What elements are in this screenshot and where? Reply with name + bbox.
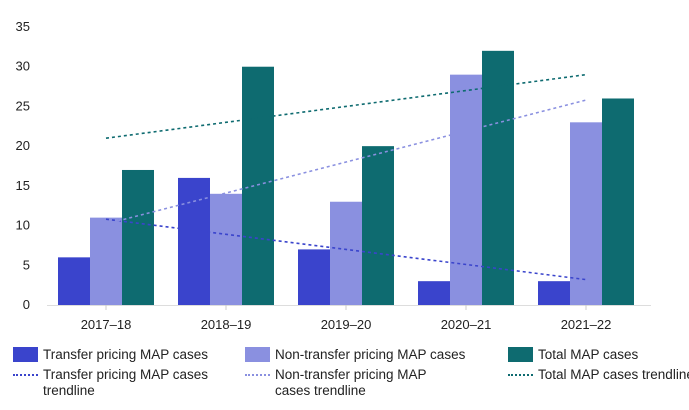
legend-swatch bbox=[13, 347, 38, 362]
bar bbox=[330, 201, 362, 305]
legend-swatch bbox=[508, 347, 533, 362]
bar bbox=[58, 257, 90, 305]
trendline bbox=[105, 99, 587, 225]
bar bbox=[210, 193, 242, 305]
legend-label: Transfer pricing MAP cases bbox=[43, 347, 209, 362]
legend-label: Transfer pricing MAP cases trendline bbox=[43, 367, 209, 398]
bar bbox=[418, 281, 450, 305]
x-tick-label: 2017–18 bbox=[81, 317, 132, 332]
y-tick-label: 15 bbox=[16, 178, 30, 193]
legend-label: Non-transfer pricing MAP cases trendline bbox=[275, 367, 427, 398]
bar bbox=[538, 281, 570, 305]
x-tick-label: 2021–22 bbox=[561, 317, 612, 332]
trendline bbox=[105, 218, 587, 281]
bar bbox=[362, 146, 394, 305]
bar bbox=[298, 249, 330, 305]
y-tick-label: 10 bbox=[16, 218, 30, 233]
x-tick-label: 2018–19 bbox=[201, 317, 252, 332]
legend-swatch bbox=[245, 347, 270, 362]
legend-label: Total MAP cases bbox=[538, 347, 639, 362]
bar bbox=[122, 169, 154, 305]
x-tick-label: 2020–21 bbox=[441, 317, 492, 332]
y-tick-label: 0 bbox=[23, 297, 30, 312]
trendline bbox=[105, 73, 587, 139]
y-tick-label: 30 bbox=[16, 59, 30, 74]
x-tick-label: 2019–20 bbox=[321, 317, 372, 332]
legend-trendline-swatch bbox=[13, 374, 38, 376]
bar bbox=[178, 177, 210, 305]
bar bbox=[90, 217, 122, 305]
legend-label: Non-transfer pricing MAP cases bbox=[275, 347, 466, 362]
y-tick-label: 5 bbox=[23, 257, 30, 272]
bar bbox=[570, 122, 602, 305]
legend-label: Total MAP cases trendline bbox=[538, 367, 689, 382]
bar bbox=[482, 50, 514, 306]
legend-trendline-swatch bbox=[245, 374, 270, 376]
y-tick-label: 35 bbox=[16, 19, 30, 34]
legend-trendline-swatch bbox=[508, 374, 533, 376]
bar bbox=[602, 98, 634, 305]
bar bbox=[242, 66, 274, 305]
y-tick-label: 20 bbox=[16, 138, 30, 153]
y-tick-label: 25 bbox=[16, 98, 30, 113]
bar bbox=[450, 74, 482, 306]
